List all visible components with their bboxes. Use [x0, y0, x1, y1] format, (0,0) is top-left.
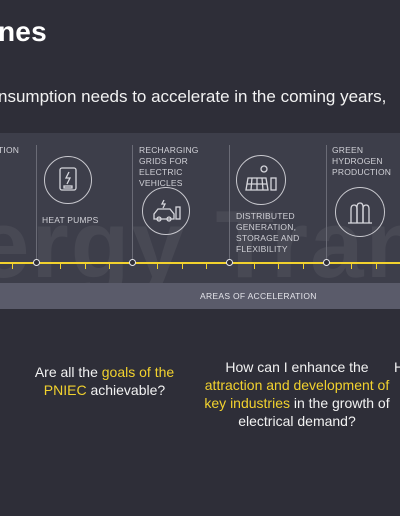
- timeline-tick: [206, 264, 207, 269]
- timeline-node: [323, 259, 330, 266]
- timeline-tick: [12, 264, 13, 269]
- column-divider: [132, 145, 133, 263]
- category-label-heat-pumps: HEAT PUMPS: [42, 215, 99, 225]
- question-1-highlight: goals of the PNIEC: [43, 364, 175, 398]
- timeline-line: [0, 262, 400, 264]
- timeline-node: [129, 259, 136, 266]
- timeline-tick: [85, 264, 86, 269]
- category-label-green-hydrogen: GREEN HYDROGEN PRODUCTION: [332, 145, 392, 177]
- slide-title: nes: [0, 16, 47, 47]
- question-2-post: in the growth of electrical demand?: [238, 395, 390, 429]
- question-3-partial: H: [394, 358, 400, 376]
- solar-storage-icon: [236, 155, 286, 205]
- column-divider: [326, 145, 327, 263]
- question-2-highlight: attraction and development of key indust…: [204, 377, 390, 411]
- question-3-pre: H: [394, 359, 400, 375]
- timeline-tick: [351, 264, 352, 269]
- column-divider: [229, 145, 230, 263]
- question-1-post: achievable?: [86, 382, 166, 398]
- timeline-tick: [60, 264, 61, 269]
- timeline-node: [33, 259, 40, 266]
- electric-vehicle-icon: [142, 187, 190, 235]
- acceleration-bar: AREAS OF ACCELERATION: [0, 283, 400, 309]
- watermark-text: ergy Transiti: [0, 191, 400, 298]
- column-divider: [36, 145, 37, 263]
- category-label-partial: TION: [0, 145, 20, 155]
- category-label-distributed-generation: DISTRIBUTED GENERATION, STORAGE AND FLEX…: [236, 211, 300, 254]
- question-1-pre: Are all the: [34, 364, 102, 380]
- timeline-tick: [254, 264, 255, 269]
- heat-pump-icon: [44, 156, 92, 204]
- hydrogen-icon: [335, 187, 385, 237]
- question-2-pre: How can I enhance the: [225, 359, 369, 375]
- acceleration-label: AREAS OF ACCELERATION: [200, 291, 317, 301]
- timeline-tick: [157, 264, 158, 269]
- question-1: Are all the goals of the PNIEC achievabl…: [22, 363, 187, 399]
- category-label-ev-grids: RECHARGING GRIDS FOR ELECTRIC VEHICLES: [139, 145, 199, 188]
- timeline-tick: [303, 264, 304, 269]
- question-2: How can I enhance the attraction and dev…: [198, 358, 396, 430]
- slide-subtitle: nsumption needs to accelerate in the com…: [0, 87, 387, 106]
- timeline-node: [226, 259, 233, 266]
- timeline-tick: [109, 264, 110, 269]
- timeline-tick: [278, 264, 279, 269]
- timeline-tick: [376, 264, 377, 269]
- timeline-tick: [182, 264, 183, 269]
